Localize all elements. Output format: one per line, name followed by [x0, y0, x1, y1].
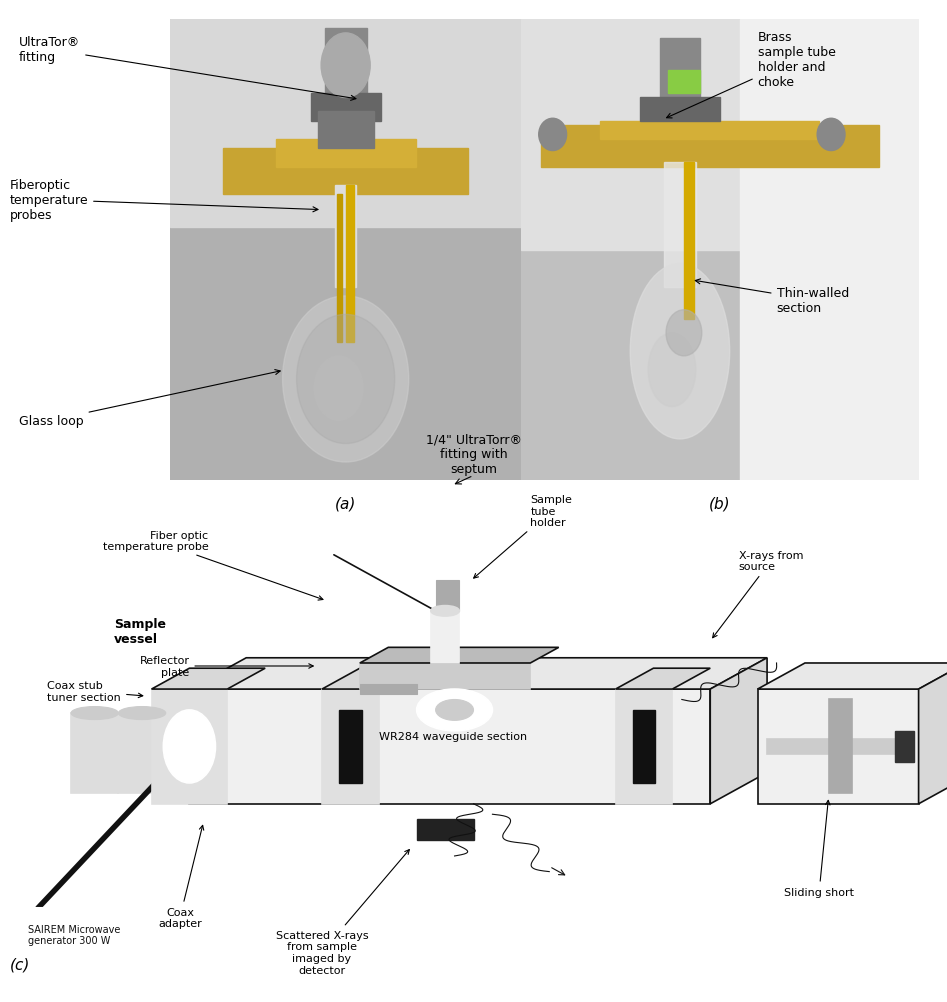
- Circle shape: [282, 297, 409, 463]
- Text: Thin-walled
section: Thin-walled section: [695, 280, 849, 315]
- Bar: [317, 112, 374, 149]
- Polygon shape: [710, 658, 767, 804]
- Bar: [311, 94, 381, 121]
- Polygon shape: [616, 668, 710, 689]
- Bar: [767, 738, 909, 755]
- Bar: [616, 689, 672, 804]
- Bar: [325, 29, 366, 103]
- Bar: [436, 580, 459, 611]
- Text: Scattered X-rays
from sample
imaged by
detector: Scattered X-rays from sample imaged by d…: [276, 850, 409, 975]
- Text: SAIREM Microwave
generator 300 W: SAIREM Microwave generator 300 W: [28, 924, 121, 946]
- Text: (a): (a): [335, 496, 356, 511]
- Ellipse shape: [431, 606, 459, 616]
- Bar: [521, 20, 919, 250]
- Polygon shape: [758, 663, 947, 689]
- Text: (c): (c): [9, 957, 30, 972]
- Text: Sample
tube
holder: Sample tube holder: [474, 494, 572, 578]
- Circle shape: [314, 357, 364, 421]
- Text: Sample
vessel: Sample vessel: [114, 617, 166, 645]
- Text: Coax stub
tuner section: Coax stub tuner section: [47, 680, 143, 702]
- Polygon shape: [152, 668, 265, 689]
- Bar: [0, 908, 152, 960]
- Polygon shape: [360, 647, 559, 663]
- Bar: [346, 186, 354, 343]
- Circle shape: [296, 315, 395, 444]
- Bar: [668, 71, 700, 94]
- Circle shape: [817, 119, 845, 151]
- Ellipse shape: [666, 311, 702, 357]
- Bar: [417, 820, 474, 841]
- Polygon shape: [322, 668, 417, 689]
- Bar: [431, 611, 459, 663]
- Bar: [152, 689, 227, 804]
- Ellipse shape: [164, 710, 216, 784]
- Text: (b): (b): [709, 496, 730, 511]
- Text: Sliding short: Sliding short: [784, 801, 854, 897]
- Bar: [276, 140, 416, 167]
- Text: Coax
adapter: Coax adapter: [158, 826, 204, 929]
- Text: WR284 waveguide section: WR284 waveguide section: [379, 731, 527, 741]
- Polygon shape: [919, 663, 947, 804]
- Text: Fiberoptic
temperature
probes: Fiberoptic temperature probes: [9, 179, 318, 221]
- Bar: [339, 710, 362, 784]
- Bar: [684, 163, 694, 320]
- Text: Fiber optic
temperature probe: Fiber optic temperature probe: [102, 530, 323, 600]
- Text: X-rays from
source: X-rays from source: [713, 550, 803, 638]
- Bar: [660, 38, 700, 103]
- Bar: [600, 121, 819, 140]
- Bar: [118, 713, 166, 794]
- Bar: [633, 710, 655, 784]
- Ellipse shape: [118, 706, 166, 719]
- Bar: [360, 663, 530, 689]
- Circle shape: [321, 34, 370, 98]
- Text: Brass
sample tube
holder and
choke: Brass sample tube holder and choke: [667, 31, 835, 119]
- Bar: [360, 684, 417, 694]
- Bar: [322, 689, 379, 804]
- Bar: [223, 149, 468, 195]
- Bar: [335, 186, 356, 288]
- Ellipse shape: [631, 265, 730, 440]
- Bar: [640, 98, 720, 121]
- Text: UltraTor®
fitting: UltraTor® fitting: [19, 36, 356, 101]
- Bar: [170, 20, 521, 227]
- Text: Reflector
plate: Reflector plate: [139, 655, 313, 677]
- Ellipse shape: [71, 706, 118, 719]
- Bar: [740, 20, 919, 481]
- Bar: [541, 126, 879, 167]
- Bar: [71, 713, 118, 794]
- Bar: [895, 731, 914, 763]
- FancyBboxPatch shape: [758, 689, 919, 804]
- Bar: [664, 163, 696, 288]
- Bar: [337, 195, 342, 343]
- FancyBboxPatch shape: [189, 689, 710, 804]
- Text: 1/4" UltraTorr®
fitting with
septum: 1/4" UltraTorr® fitting with septum: [425, 433, 522, 476]
- Circle shape: [539, 119, 566, 151]
- Ellipse shape: [648, 334, 696, 407]
- Polygon shape: [189, 658, 767, 689]
- Circle shape: [436, 699, 474, 720]
- Circle shape: [417, 689, 492, 731]
- Text: Glass loop: Glass loop: [19, 370, 280, 427]
- Bar: [829, 699, 852, 794]
